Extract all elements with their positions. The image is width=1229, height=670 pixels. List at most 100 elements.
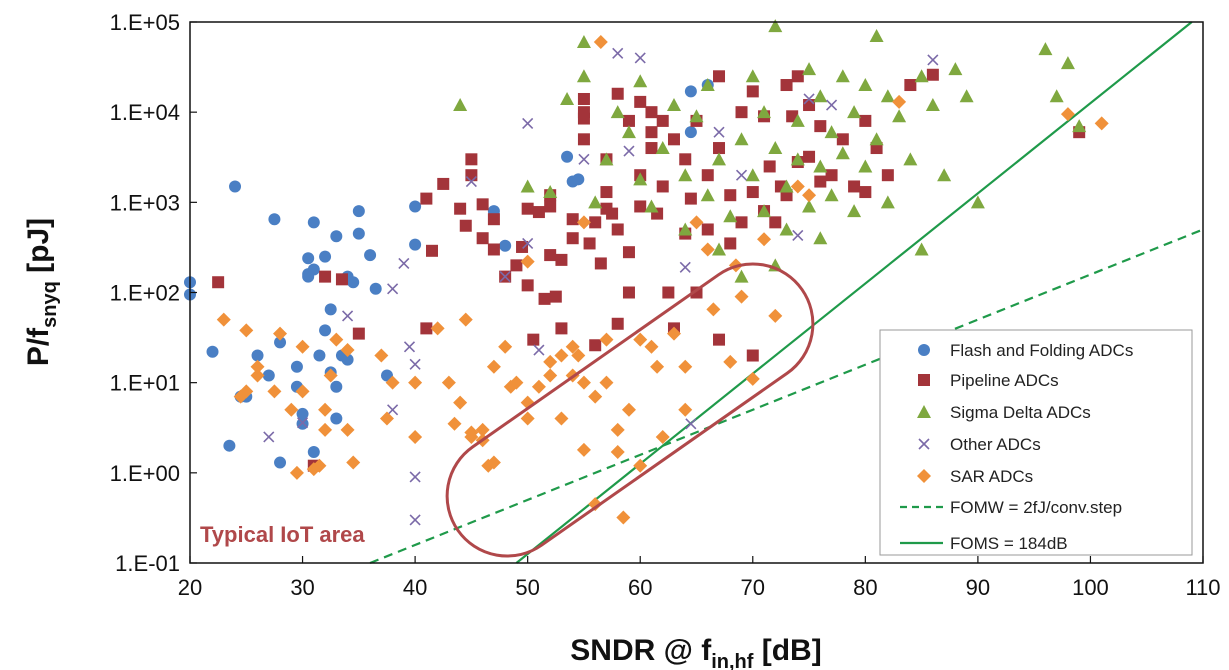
data-point-square [791, 70, 804, 83]
data-point-triangle [925, 98, 940, 112]
data-point-square [606, 207, 619, 220]
x-axis-title-sub: in,hf [711, 651, 754, 670]
data-point-diamond [385, 375, 400, 390]
data-point-square [566, 213, 579, 226]
data-point-x [409, 358, 421, 370]
data-point-diamond [790, 179, 805, 194]
data-point-triangle [599, 152, 614, 166]
data-point-triangle [576, 35, 591, 49]
data-point-triangle [588, 195, 603, 209]
data-point-triangle [835, 146, 850, 160]
data-point-triangle [678, 168, 693, 182]
axes: 20 30 40 50 60 70 80 90 100 110 1.E-01 1.E+00 1.E+01… [110, 10, 1221, 600]
y-axis-title: P/fsnyq [pJ] [22, 218, 61, 366]
data-point-circle [409, 238, 422, 251]
iot-area-label: Typical IoT area [200, 522, 365, 547]
data-point-square [510, 259, 523, 272]
data-point-square [352, 327, 365, 340]
legend-label: Pipeline ADCs [950, 371, 1059, 390]
data-point-circle [251, 349, 264, 362]
data-point-x [342, 310, 354, 322]
data-point-triangle [970, 195, 985, 209]
data-point-diamond [644, 339, 659, 354]
data-point-diamond [430, 321, 445, 336]
data-point-diamond [250, 368, 265, 383]
data-point-triangle [802, 199, 817, 213]
data-point-square [544, 249, 557, 262]
data-point-circle [296, 407, 309, 420]
data-point-triangle [745, 69, 760, 83]
data-point-triangle [768, 19, 783, 33]
data-point-square [611, 317, 624, 330]
data-point-triangle [880, 89, 895, 103]
data-point-diamond [700, 242, 715, 257]
data-point-x [387, 283, 399, 295]
data-point-square [769, 216, 782, 229]
data-point-triangle [790, 113, 805, 127]
data-point-diamond [802, 188, 817, 203]
data-point-square [814, 120, 827, 133]
iot-area-outline [445, 262, 815, 558]
data-point-square [532, 206, 545, 219]
data-point-square [735, 216, 748, 229]
data-point-triangle [700, 78, 715, 92]
data-point-x [403, 341, 416, 353]
data-point-square [656, 114, 669, 127]
data-point-diamond [531, 379, 546, 394]
data-point-triangle [1049, 89, 1064, 103]
y-axis-title-sub: snyq [39, 281, 61, 328]
data-point-triangle [689, 109, 704, 123]
data-point-diamond [267, 384, 282, 399]
data-point-square [622, 286, 635, 299]
legend-label: Sigma Delta ADCs [950, 403, 1091, 422]
data-point-x [792, 229, 804, 241]
data-point-circle [341, 353, 354, 366]
data-point-x [465, 175, 477, 188]
data-point-square [549, 290, 562, 303]
data-point-diamond [520, 254, 535, 269]
data-point-x [679, 261, 691, 273]
data-point-circle [262, 369, 275, 382]
y-tick-label: 1.E+04 [110, 100, 180, 125]
data-point-diamond [312, 458, 327, 473]
data-point-diamond [576, 375, 591, 390]
legend-marker-square [918, 374, 930, 386]
data-point-diamond [475, 422, 490, 437]
data-point-x [409, 471, 421, 483]
data-point-diamond [447, 416, 462, 431]
data-point-diamond [239, 323, 254, 338]
data-point-square [881, 169, 894, 182]
data-point-triangle [768, 141, 783, 155]
data-point-triangle [959, 89, 974, 103]
data-point-diamond [498, 339, 513, 354]
data-point-triangle [1072, 119, 1087, 133]
x-axis-title-main: SNDR @ f [570, 634, 712, 667]
data-point-square [611, 87, 624, 100]
data-point-diamond [723, 354, 738, 369]
data-point-triangle [880, 195, 895, 209]
data-point-circle [324, 303, 337, 316]
data-point-x [803, 93, 815, 105]
data-point-square [583, 237, 596, 250]
data-point-circle [572, 173, 585, 186]
annotations: Typical IoT area [200, 262, 815, 558]
data-point-circle [369, 282, 382, 295]
data-point-square [538, 292, 551, 305]
data-point-square [803, 150, 816, 163]
data-point-square [713, 333, 726, 346]
data-point-diamond [616, 510, 631, 525]
y-tick-label: 1.E+02 [110, 281, 180, 306]
data-point-diamond [323, 368, 338, 383]
data-point-x [713, 126, 725, 138]
data-point-diamond [599, 332, 614, 347]
data-point-x [826, 99, 838, 111]
data-point-diamond [408, 429, 423, 444]
data-point-square [735, 106, 748, 119]
data-point-triangle [520, 179, 535, 193]
data-point-square [724, 189, 737, 202]
data-point-triangle [858, 159, 873, 173]
data-point-diamond [216, 312, 231, 327]
y-axis-title-main: P/f [22, 327, 55, 366]
data-point-square [465, 169, 478, 182]
